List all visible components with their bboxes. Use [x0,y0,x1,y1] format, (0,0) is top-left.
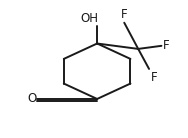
Text: O: O [28,92,37,105]
Text: F: F [163,39,170,52]
Text: F: F [151,71,157,84]
Text: F: F [121,8,128,21]
Text: OH: OH [80,12,98,25]
